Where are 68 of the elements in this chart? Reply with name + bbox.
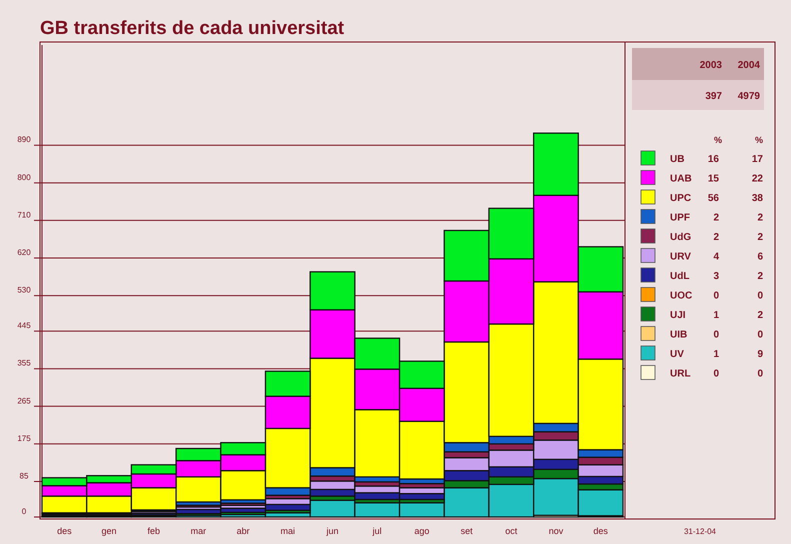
text: 17 bbox=[752, 154, 764, 165]
x-tick-label: jun bbox=[325, 526, 339, 536]
y-tick-label: 265 bbox=[17, 396, 32, 406]
y-tick-label: 890 bbox=[17, 135, 32, 144]
x-tick-label: nov bbox=[548, 526, 564, 536]
legend-label: UV bbox=[670, 349, 684, 360]
y-tick-label: 530 bbox=[17, 286, 32, 295]
legend-label: URL bbox=[670, 368, 691, 380]
text: 0 bbox=[713, 290, 720, 302]
legend-label: UJI bbox=[670, 310, 686, 321]
x-tick-label: abr bbox=[236, 526, 250, 536]
x-tick-label: oct bbox=[505, 526, 518, 536]
legend-label: UIB bbox=[670, 330, 688, 340]
text: 0 bbox=[713, 330, 720, 340]
text: 0 bbox=[757, 290, 764, 302]
legend-label: UdL bbox=[670, 271, 690, 282]
text: 16 bbox=[708, 154, 720, 165]
text: 0 bbox=[757, 330, 764, 340]
text: 2 bbox=[713, 232, 720, 243]
y-tick-label: 445 bbox=[17, 321, 32, 330]
y-tick-label: 175 bbox=[17, 434, 32, 443]
text: 1 bbox=[713, 349, 720, 360]
text: 2 bbox=[757, 232, 764, 243]
x-tick-label: set bbox=[460, 526, 474, 536]
y-tick-label: 710 bbox=[17, 210, 32, 220]
text: 1 bbox=[713, 310, 720, 321]
x-tick-label: gen bbox=[102, 526, 117, 536]
legend-label: UOC bbox=[670, 290, 692, 302]
text: 0 bbox=[713, 368, 720, 380]
text: 0 bbox=[757, 368, 764, 380]
y-tick-label: 620 bbox=[17, 248, 32, 258]
legend-label: UdG bbox=[670, 232, 692, 243]
x-tick-label: ago bbox=[414, 526, 430, 536]
x-tick-label: mai bbox=[280, 526, 296, 536]
legend-label: URV bbox=[670, 252, 692, 262]
text: 2 bbox=[713, 212, 720, 224]
y-tick-label: 355 bbox=[17, 358, 32, 368]
text: 397 bbox=[705, 91, 722, 102]
y-tick-label: 85 bbox=[20, 471, 29, 480]
x-tick-label: des bbox=[57, 526, 72, 536]
text: 2 bbox=[757, 310, 764, 321]
text: 56 bbox=[708, 193, 720, 204]
legend-label: UPF bbox=[670, 212, 690, 224]
legend-label: UPC bbox=[670, 193, 692, 204]
text: 4979 bbox=[738, 91, 760, 102]
text: 9 bbox=[757, 349, 764, 360]
text: 22 bbox=[752, 174, 764, 184]
chart-title: GB transferits de cada universitat bbox=[40, 18, 345, 39]
text: % bbox=[754, 135, 763, 145]
text: % bbox=[714, 135, 722, 145]
x-tick-label: jul bbox=[372, 526, 382, 536]
text: 31-12-04 bbox=[684, 527, 717, 536]
legend-label: UAB bbox=[670, 174, 692, 184]
text: 2 bbox=[757, 212, 764, 224]
text: 2 bbox=[757, 271, 764, 282]
text: 3 bbox=[713, 271, 720, 282]
x-tick-label: des bbox=[593, 526, 608, 536]
text: 4 bbox=[713, 252, 720, 262]
text: 2004 bbox=[738, 60, 760, 71]
text: 15 bbox=[708, 174, 720, 184]
legend-label: UB bbox=[670, 154, 684, 165]
x-tick-label: mar bbox=[190, 526, 206, 536]
text: 38 bbox=[752, 193, 764, 204]
text: 2003 bbox=[700, 60, 722, 71]
y-tick-label: 0 bbox=[22, 507, 27, 516]
text: 6 bbox=[757, 252, 764, 262]
y-tick-label: 800 bbox=[17, 172, 32, 182]
x-tick-label: feb bbox=[147, 526, 160, 536]
